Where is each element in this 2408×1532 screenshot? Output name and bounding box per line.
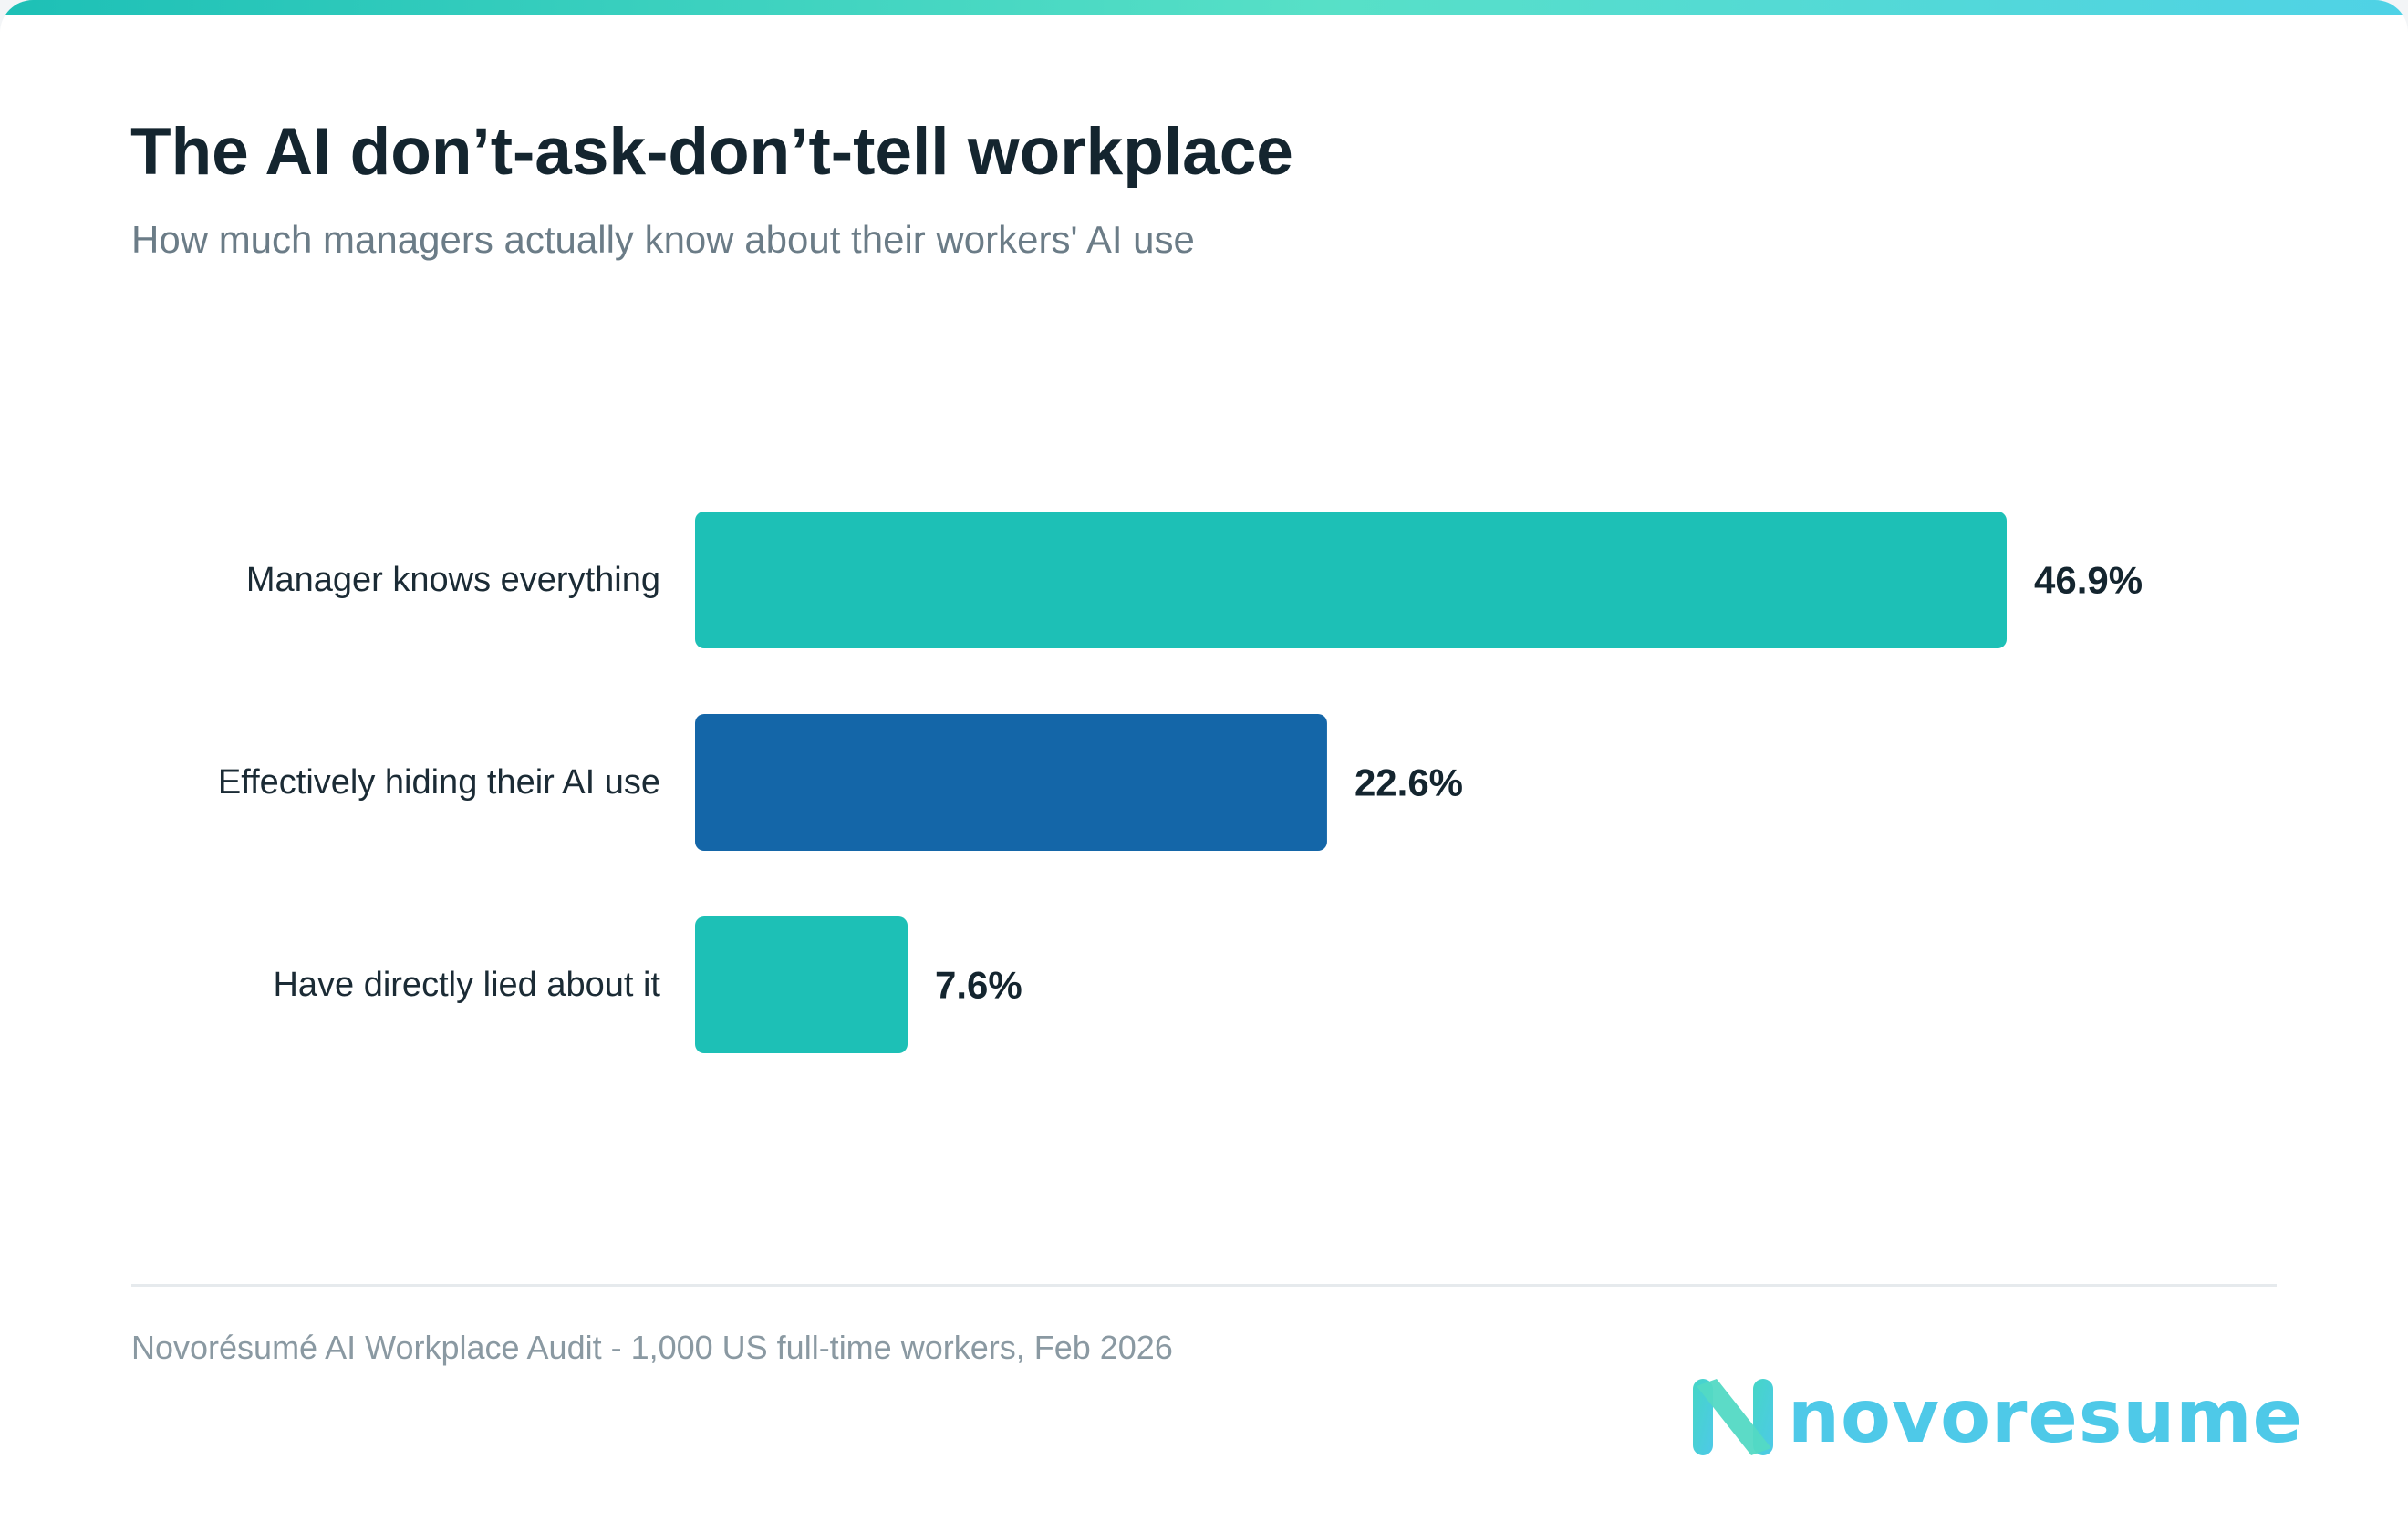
source-note: Novorésumé AI Workplace Audit - 1,000 US… [131, 1329, 1173, 1366]
chart-title: The AI don’t-ask-don’t-tell workplace [130, 115, 1293, 189]
value-label-have-directly-lied-about-it: 7.6% [935, 964, 1022, 1007]
brand-logo: novoresume [1689, 1372, 2303, 1463]
bar-manager-knows-everything [695, 512, 2007, 648]
value-label-effectively-hiding-their-ai-use: 22.6% [1354, 761, 1463, 804]
bar-chart: Manager knows everything 46.9% Effectively… [218, 512, 2143, 1053]
value-label-manager-knows-everything: 46.9% [2034, 559, 2143, 602]
category-label-manager-knows-everything: Manager knows everything [246, 561, 660, 599]
footer-divider [131, 1284, 2277, 1287]
category-label-have-directly-lied-about-it: Have directly lied about it [273, 966, 660, 1004]
n-logo-icon [1693, 1379, 1773, 1455]
category-label-effectively-hiding-their-ai-use: Effectively hiding their AI use [218, 763, 660, 802]
brand-name: novoresume [1788, 1374, 2303, 1459]
accent-bar [0, 0, 2408, 15]
bar-effectively-hiding-their-ai-use [695, 714, 1327, 851]
bar-have-directly-lied-about-it [695, 916, 908, 1053]
chart-subtitle: How much managers actually know about th… [131, 218, 1195, 261]
